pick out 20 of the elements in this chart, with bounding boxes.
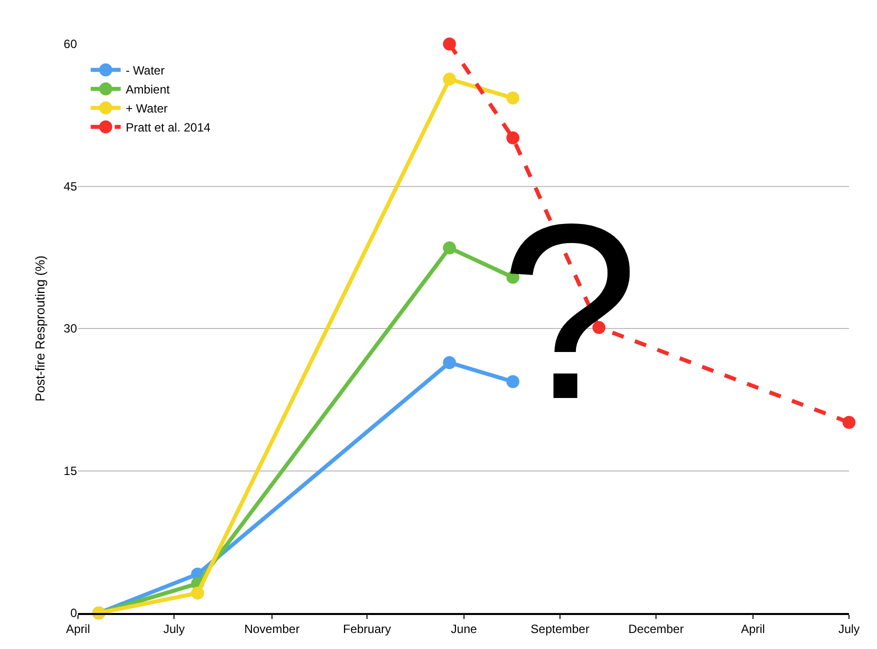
x-tick-label: July: [163, 622, 185, 636]
legend-label: + Water: [126, 102, 168, 116]
legend-label: Ambient: [126, 82, 170, 97]
x-tick-label: April: [66, 622, 90, 636]
legend-label: - Water: [126, 64, 165, 78]
annotation: ?: [500, 172, 640, 451]
y-tick-label: 60: [64, 37, 78, 52]
x-tick-label: December: [628, 622, 684, 636]
x-tick-label: July: [838, 622, 860, 636]
x-tick-label: April: [740, 622, 765, 636]
x-tick-label: June: [450, 622, 478, 636]
y-axis-title: Post-fire Resprouting (%): [32, 256, 48, 402]
y-tick-label: 30: [64, 322, 78, 336]
y-tick-label: 15: [64, 464, 78, 478]
y-tick-label: 0: [70, 606, 78, 620]
legend-label: Pratt et al. 2014: [126, 120, 211, 135]
x-tick-label: November: [244, 622, 300, 636]
y-tick-label: 45: [64, 179, 78, 194]
x-tick-label: September: [530, 622, 590, 636]
x-tick-label: February: [342, 622, 392, 636]
